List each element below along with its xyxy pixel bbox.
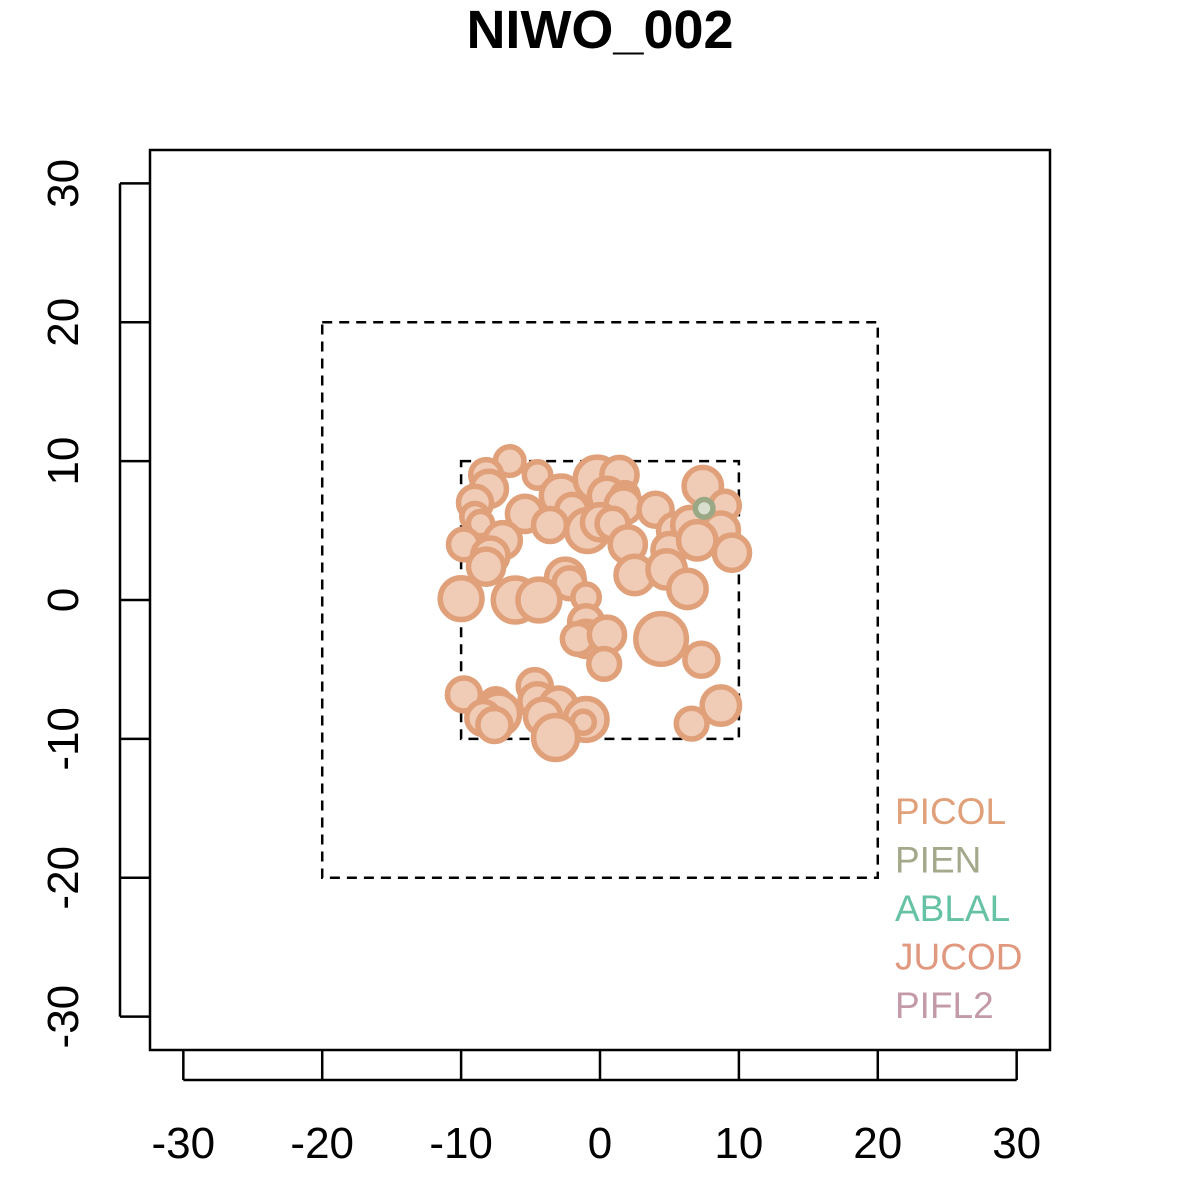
point-picol xyxy=(633,610,690,667)
point-picol xyxy=(475,705,514,745)
legend: PICOL PIEN ABLAL JUCOD PIFL2 xyxy=(895,791,1022,1026)
x-tick-label: -10 xyxy=(429,1119,493,1168)
point-picol xyxy=(530,712,581,763)
y-axis: -30 -20 -10 0 10 20 30 xyxy=(39,159,150,1049)
point-picol xyxy=(465,546,507,588)
point-picol xyxy=(586,645,623,683)
x-tick-label: 30 xyxy=(992,1119,1041,1168)
y-tick-label: 30 xyxy=(39,159,88,208)
x-tick-label: -20 xyxy=(290,1119,354,1168)
point-picol xyxy=(437,574,485,623)
legend-item-pifl2: PIFL2 xyxy=(895,985,994,1026)
point-picol xyxy=(673,705,710,742)
x-axis: -30 -20 -10 0 10 20 30 xyxy=(152,1050,1041,1168)
y-tick-label: 10 xyxy=(39,437,88,486)
point-picol xyxy=(675,518,719,562)
x-tick-label: -30 xyxy=(152,1119,216,1168)
point-picol xyxy=(699,684,743,728)
legend-item-jucod: JUCOD xyxy=(895,937,1022,978)
point-picol xyxy=(530,505,570,545)
y-tick-label: 0 xyxy=(39,588,88,612)
point-pien xyxy=(692,496,716,520)
y-tick-label: 20 xyxy=(39,298,88,347)
point-picol xyxy=(515,576,563,624)
y-tick-label: -30 xyxy=(39,985,88,1049)
point-picol xyxy=(666,567,709,611)
y-tick-label: -20 xyxy=(39,846,88,910)
y-tick-label: -10 xyxy=(39,707,88,771)
point-picol xyxy=(682,640,721,679)
x-tick-label: 0 xyxy=(588,1119,612,1168)
point-picol xyxy=(711,532,753,574)
x-tick-label: 20 xyxy=(853,1119,902,1168)
legend-item-pien: PIEN xyxy=(895,840,981,881)
chart-title: NIWO_002 xyxy=(466,0,733,60)
x-tick-label: 10 xyxy=(714,1119,763,1168)
outer-plot-boundary xyxy=(320,320,880,880)
legend-item-ablal: ABLAL xyxy=(895,888,1010,929)
legend-item-picol: PICOL xyxy=(895,791,1006,832)
